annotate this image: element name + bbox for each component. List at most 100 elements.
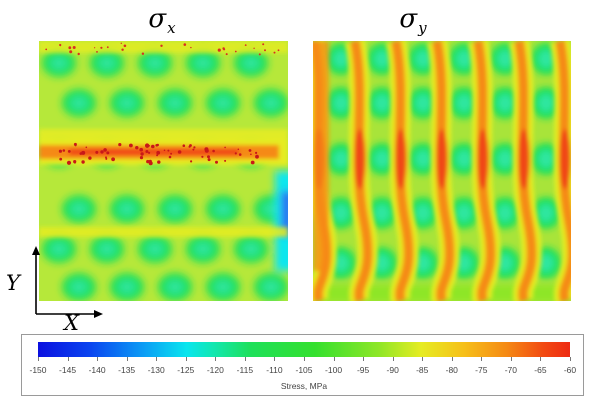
stress-speck xyxy=(182,144,186,147)
stress-well-core xyxy=(242,56,260,70)
stress-well-core xyxy=(497,50,513,68)
stress-speck xyxy=(139,156,144,160)
colorbar-tick-mark xyxy=(304,357,305,361)
stress-speck xyxy=(81,150,86,155)
colorbar-tick-mark xyxy=(274,357,276,361)
stress-well-core xyxy=(374,254,390,272)
stress-speck xyxy=(262,43,265,46)
stress-well-core xyxy=(146,242,164,256)
stress-well-core xyxy=(166,280,184,294)
stress-well-core xyxy=(98,56,116,70)
stress-speck xyxy=(193,146,196,149)
stress-well-core xyxy=(50,56,68,70)
sigma-y-map-graphic xyxy=(313,41,571,301)
stress-speck xyxy=(88,156,92,160)
stress-speck xyxy=(238,153,242,156)
colorbar-tick-label: -125 xyxy=(177,365,195,375)
colorbar-tick-marks xyxy=(38,357,571,362)
stress-speck xyxy=(95,150,99,154)
colorbar-tick-label: -150 xyxy=(29,365,47,375)
stress-speck xyxy=(204,148,209,153)
colorbar-tick-mark xyxy=(215,357,217,361)
stress-well-core xyxy=(166,96,184,110)
colorbar-tick-mark xyxy=(422,357,424,361)
stress-speck xyxy=(100,46,103,49)
stress-speck xyxy=(129,143,133,148)
stress-speck xyxy=(224,146,226,149)
stress-well-core xyxy=(456,254,472,272)
colorbar-tick-mark xyxy=(185,357,187,361)
stress-speck xyxy=(224,159,227,162)
stress-column-core xyxy=(436,129,448,189)
stress-speck xyxy=(212,149,215,153)
stress-well-core xyxy=(262,280,280,294)
stress-speck xyxy=(217,48,221,52)
sigma-x-title: σx xyxy=(122,4,202,43)
colorbar-tick-label: -85 xyxy=(416,365,429,375)
stress-speck xyxy=(183,43,187,46)
stress-well-core xyxy=(70,280,88,294)
stress-speck xyxy=(188,145,191,148)
stress-well-core xyxy=(456,94,472,112)
colorbar-tick-label: -120 xyxy=(206,365,224,375)
stress-speck xyxy=(72,46,76,49)
stress-speck xyxy=(59,44,62,47)
stress-column xyxy=(432,41,455,301)
colorbar-tick-mark xyxy=(392,357,394,361)
stress-well-core xyxy=(118,280,136,294)
stress-speck xyxy=(177,150,182,154)
x-axis-label: X xyxy=(64,311,79,335)
stress-speck xyxy=(151,144,155,149)
stress-speck xyxy=(215,160,218,164)
stress-well-core xyxy=(415,94,431,112)
stress-speck xyxy=(69,50,73,54)
stress-speck xyxy=(68,46,72,50)
stress-speck xyxy=(163,149,166,152)
colorbar-tick-mark xyxy=(156,357,158,361)
stress-speck xyxy=(190,46,192,49)
stress-speck xyxy=(118,143,122,147)
stress-column xyxy=(350,41,373,301)
stress-column xyxy=(391,41,414,301)
y-axis-label: Y xyxy=(6,271,20,295)
stress-speck xyxy=(223,48,226,51)
sigma-y-subscript: y xyxy=(418,19,427,37)
stress-well-core xyxy=(214,280,232,294)
stress-speck xyxy=(234,152,237,155)
stress-speck xyxy=(155,144,158,147)
colorbar-tick-label: -80 xyxy=(445,365,458,375)
stress-speck xyxy=(67,150,71,153)
stress-well-core xyxy=(262,96,280,110)
stress-well-core xyxy=(70,202,88,216)
stress-well-core xyxy=(374,204,390,222)
stress-speck xyxy=(192,148,195,151)
stress-column-core xyxy=(559,129,571,189)
stress-well-core xyxy=(194,242,212,256)
stress-speck xyxy=(45,48,48,51)
stress-speck xyxy=(105,156,107,159)
stress-speck xyxy=(156,150,161,155)
stress-column xyxy=(514,41,537,301)
stress-speck xyxy=(62,149,66,152)
stress-column-core xyxy=(518,129,530,189)
stress-well-core xyxy=(456,50,472,68)
stress-well-core xyxy=(456,150,472,168)
stress-well-core xyxy=(166,202,184,216)
stress-well-core xyxy=(374,150,390,168)
stress-speck xyxy=(106,151,110,155)
stress-well-core xyxy=(214,202,232,216)
colorbar-tick-label: -110 xyxy=(266,365,283,375)
sigma-y-stress-map xyxy=(313,41,571,301)
stress-speck xyxy=(207,155,210,159)
stress-speck xyxy=(190,160,193,163)
stress-well-core xyxy=(538,150,554,168)
stress-column-core xyxy=(354,129,366,189)
colorbar-tick-mark xyxy=(244,357,246,361)
stress-speck xyxy=(264,49,266,52)
colorbar-tick-mark xyxy=(363,357,365,361)
sigma-x-symbol: σ xyxy=(148,4,167,34)
sigma-x-map-graphic xyxy=(39,41,288,301)
stress-speck xyxy=(145,143,150,148)
stress-speck xyxy=(135,146,139,150)
stress-well-core xyxy=(98,242,116,256)
